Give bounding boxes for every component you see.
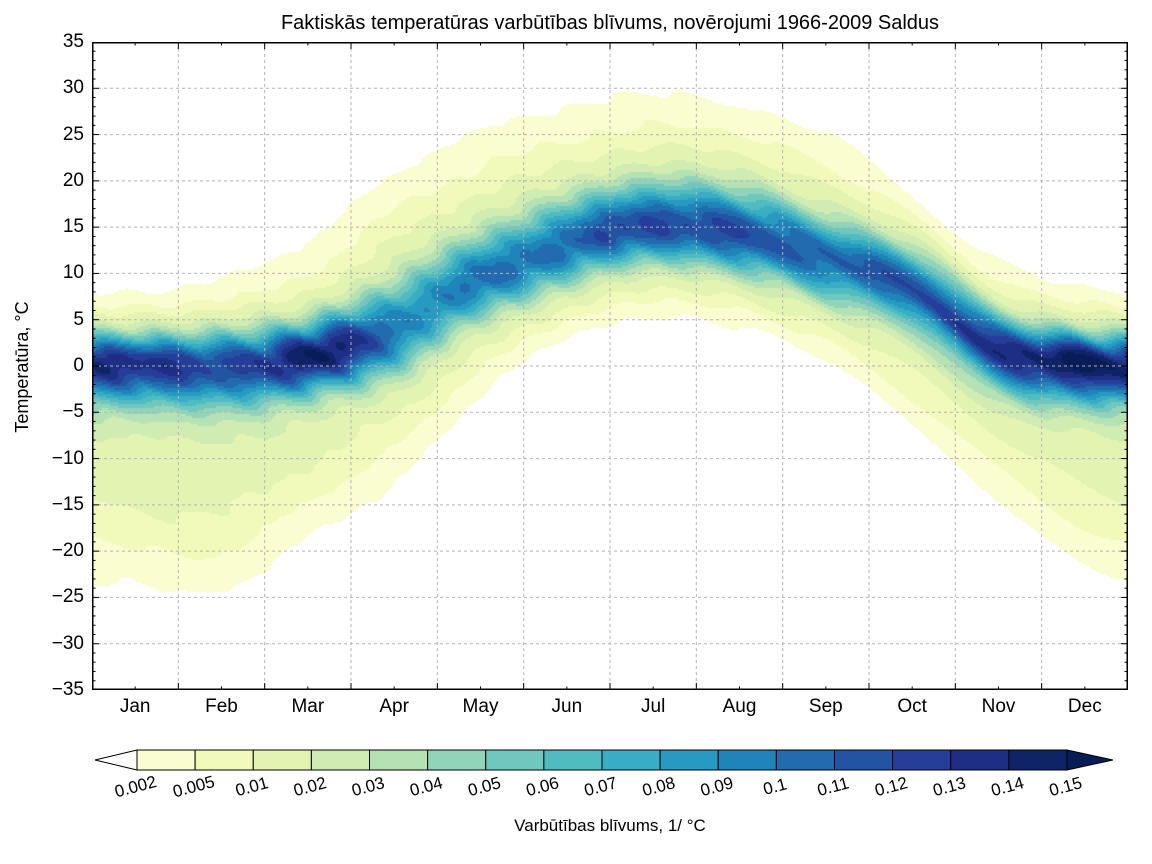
colorbar-label: Varbūtības blīvums, 1/ °C: [514, 816, 706, 835]
y-tick-label: −10: [51, 447, 84, 469]
x-tick-label: Feb: [205, 696, 238, 717]
colorbar-band: [543, 749, 603, 771]
chart-title: Faktiskās temperatūras varbūtības blīvum…: [280, 12, 940, 34]
x-tick-label: Sep: [808, 696, 843, 717]
colorbar-tick-label: 0.1: [761, 774, 789, 798]
colorbar-band: [834, 749, 894, 771]
y-tick-label: −30: [51, 632, 84, 654]
y-tick-label: 30: [62, 77, 84, 99]
y-tick-label: −20: [51, 540, 84, 562]
y-tick-label: 15: [62, 216, 84, 238]
colorbar-band: [194, 749, 254, 771]
colorbar-tick-label: 0.01: [233, 773, 270, 800]
colorbar-tick-label: 0.02: [292, 773, 329, 800]
colorbar-tick-label: 0.14: [989, 773, 1026, 800]
y-tick-label: 35: [62, 31, 84, 52]
y-tick-label: 10: [62, 262, 84, 284]
y-tick-label: 0: [73, 355, 84, 376]
colorbar-tick-label: 0.11: [815, 773, 851, 800]
colorbar-tick-label: 0.15: [1047, 773, 1084, 800]
colorbar-tick-label: 0.005: [171, 772, 217, 801]
y-tick-label: 5: [73, 308, 84, 330]
colorbar: 0.002 0.005 0.01 0.02 0.03 0.04 0.05 0.06 0.07 0.…: [94, 749, 1114, 801]
colorbar-tick-label: 0.09: [698, 773, 735, 800]
x-tick-label: Oct: [897, 696, 927, 717]
colorbar-band: [601, 749, 661, 771]
x-tick-label: Aug: [722, 696, 757, 717]
colorbar-band: [369, 749, 429, 771]
colorbar-tick-label: 0.13: [931, 773, 968, 800]
x-tick-label: Nov: [981, 696, 1016, 717]
x-tick-label: Jun: [551, 696, 583, 717]
x-tick-label: May: [462, 696, 499, 717]
x-tick-label: Mar: [291, 696, 325, 717]
colorbar-tick-label: 0.08: [640, 773, 677, 800]
colorbar-band: [892, 749, 952, 771]
y-tick-label: −35: [51, 679, 84, 700]
colorbar-tick-label: 0.07: [582, 773, 619, 800]
colorbar-band: [1008, 749, 1068, 771]
colorbar-tick-label: 0.05: [466, 773, 503, 800]
y-tick-label: 20: [62, 169, 84, 191]
colorbar-tick-label: 0.002: [113, 772, 159, 801]
y-tick-label: 25: [62, 123, 84, 145]
colorbar-band: [427, 749, 487, 771]
colorbar-band: [950, 749, 1010, 771]
colorbar-band: [310, 749, 370, 771]
x-tick-label: Apr: [379, 696, 409, 717]
colorbar-band: [252, 749, 312, 771]
colorbar-band: [659, 749, 719, 771]
colorbar-tick-label: 0.12: [873, 773, 910, 800]
x-tick-label: Jan: [119, 696, 151, 717]
colorbar-band: [717, 749, 777, 771]
x-tick-label: Dec: [1067, 696, 1102, 717]
colorbar-tick-label: 0.04: [408, 773, 445, 800]
colorbar-overflow-arrow: [1066, 749, 1114, 771]
x-tick-label: Jul: [641, 696, 666, 717]
colorbar-tick-label: 0.06: [524, 773, 561, 800]
contour-plot-canvas: [92, 42, 1128, 690]
y-tick-label: −25: [51, 586, 84, 608]
y-tick-label: −15: [51, 493, 84, 515]
colorbar-tick-label: 0.03: [350, 773, 387, 800]
colorbar-band: [136, 749, 196, 771]
y-tick-label: −5: [62, 401, 84, 423]
colorbar-underflow-arrow: [94, 749, 138, 771]
colorbar-band: [775, 749, 835, 771]
colorbar-band: [485, 749, 545, 771]
